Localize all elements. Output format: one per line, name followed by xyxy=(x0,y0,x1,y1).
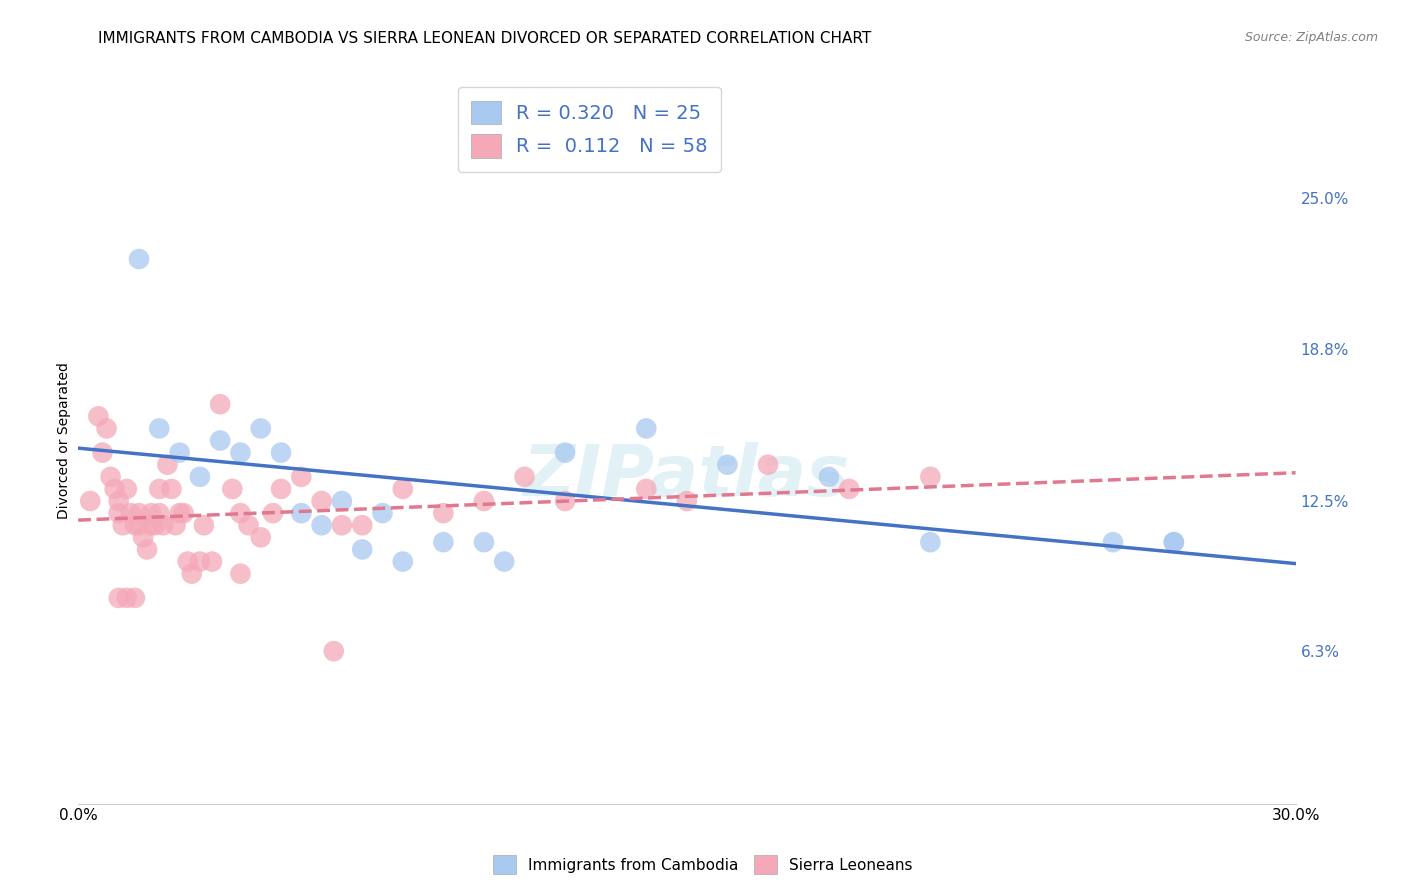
Point xyxy=(152,518,174,533)
Point xyxy=(554,494,576,508)
Point xyxy=(188,470,211,484)
Point xyxy=(838,482,860,496)
Point xyxy=(100,470,122,484)
Point xyxy=(107,494,129,508)
Legend: R = 0.320   N = 25, R =  0.112   N = 58: R = 0.320 N = 25, R = 0.112 N = 58 xyxy=(458,87,721,171)
Point xyxy=(432,506,454,520)
Point xyxy=(330,518,353,533)
Point xyxy=(201,555,224,569)
Point xyxy=(96,421,118,435)
Point xyxy=(221,482,243,496)
Point xyxy=(249,421,271,435)
Point xyxy=(91,445,114,459)
Point xyxy=(173,506,195,520)
Text: ZIPatlas: ZIPatlas xyxy=(523,442,851,511)
Point xyxy=(229,566,252,581)
Point xyxy=(156,458,179,472)
Point xyxy=(160,482,183,496)
Point xyxy=(132,530,155,544)
Point xyxy=(494,555,516,569)
Point xyxy=(107,591,129,605)
Point xyxy=(311,518,333,533)
Point xyxy=(472,494,495,508)
Point xyxy=(1163,535,1185,549)
Point xyxy=(756,458,779,472)
Point xyxy=(432,535,454,549)
Point xyxy=(111,518,134,533)
Point xyxy=(169,445,191,459)
Point xyxy=(143,518,166,533)
Point xyxy=(270,445,292,459)
Point xyxy=(124,518,146,533)
Point xyxy=(636,421,658,435)
Point xyxy=(238,518,260,533)
Point xyxy=(128,518,150,533)
Point xyxy=(554,445,576,459)
Point xyxy=(262,506,284,520)
Point xyxy=(920,535,942,549)
Point xyxy=(818,470,841,484)
Point xyxy=(128,252,150,266)
Point xyxy=(169,506,191,520)
Point xyxy=(148,421,170,435)
Legend: Immigrants from Cambodia, Sierra Leoneans: Immigrants from Cambodia, Sierra Leonean… xyxy=(486,849,920,880)
Point xyxy=(270,482,292,496)
Point xyxy=(229,445,252,459)
Text: IMMIGRANTS FROM CAMBODIA VS SIERRA LEONEAN DIVORCED OR SEPARATED CORRELATION CHA: IMMIGRANTS FROM CAMBODIA VS SIERRA LEONE… xyxy=(98,31,872,46)
Point xyxy=(513,470,536,484)
Point xyxy=(193,518,215,533)
Point xyxy=(391,555,413,569)
Point xyxy=(115,591,138,605)
Point xyxy=(311,494,333,508)
Point xyxy=(920,470,942,484)
Point xyxy=(87,409,110,424)
Point xyxy=(290,506,312,520)
Point xyxy=(124,591,146,605)
Point xyxy=(716,458,738,472)
Point xyxy=(352,518,374,533)
Text: Source: ZipAtlas.com: Source: ZipAtlas.com xyxy=(1244,31,1378,45)
Point xyxy=(322,644,344,658)
Point xyxy=(352,542,374,557)
Point xyxy=(79,494,101,508)
Point xyxy=(141,506,163,520)
Point xyxy=(176,555,198,569)
Point xyxy=(472,535,495,549)
Point xyxy=(148,506,170,520)
Point xyxy=(136,542,159,557)
Point xyxy=(209,397,232,411)
Point xyxy=(188,555,211,569)
Point xyxy=(209,434,232,448)
Point xyxy=(120,506,142,520)
Point xyxy=(371,506,394,520)
Point xyxy=(1102,535,1125,549)
Point xyxy=(636,482,658,496)
Point xyxy=(229,506,252,520)
Point xyxy=(165,518,187,533)
Point xyxy=(290,470,312,484)
Point xyxy=(104,482,127,496)
Point xyxy=(391,482,413,496)
Point xyxy=(676,494,699,508)
Point xyxy=(128,506,150,520)
Y-axis label: Divorced or Separated: Divorced or Separated xyxy=(58,362,72,519)
Point xyxy=(141,518,163,533)
Point xyxy=(115,482,138,496)
Point xyxy=(148,482,170,496)
Point xyxy=(1163,535,1185,549)
Point xyxy=(249,530,271,544)
Point xyxy=(107,506,129,520)
Point xyxy=(330,494,353,508)
Point xyxy=(180,566,202,581)
